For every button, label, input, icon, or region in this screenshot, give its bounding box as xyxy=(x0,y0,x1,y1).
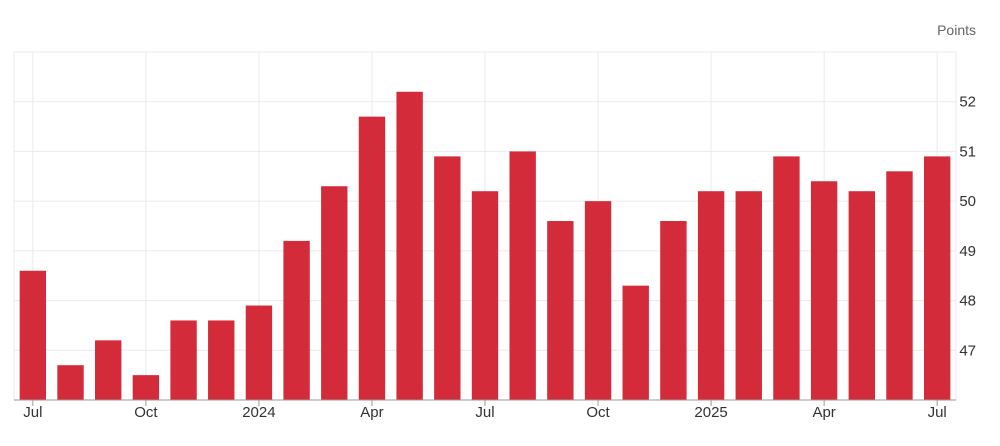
bar-2024-03[interactable] xyxy=(321,186,348,400)
bar-2025-03[interactable] xyxy=(773,156,800,400)
bar-2024-07[interactable] xyxy=(471,191,499,400)
x-tick-label: Oct xyxy=(134,404,158,421)
bar-2025-05[interactable] xyxy=(848,191,875,400)
bar-2024-05[interactable] xyxy=(396,91,423,401)
y-tick-label: 49 xyxy=(959,243,976,260)
x-tick-label: 2024 xyxy=(242,404,275,421)
x-tick-label: Apr xyxy=(360,404,383,421)
bar-2023-07[interactable] xyxy=(19,270,47,400)
y-tick-label: 47 xyxy=(959,342,976,359)
bar-2024-01[interactable] xyxy=(245,305,273,400)
bar-2024-10[interactable] xyxy=(584,201,612,400)
x-axis: Jul Oct 2024 Apr Jul Oct 2025 Apr Jul xyxy=(14,399,956,421)
y-tick-label: 52 xyxy=(959,94,976,111)
bar-2023-08[interactable] xyxy=(57,365,84,400)
y-tick-label: 48 xyxy=(959,293,976,310)
x-tick-label: Apr xyxy=(812,404,835,421)
bars xyxy=(19,91,951,401)
bar-2024-06[interactable] xyxy=(434,156,461,400)
y-axis-unit-label: Points xyxy=(937,22,976,38)
bar-2024-12[interactable] xyxy=(660,221,687,400)
bar-2025-02[interactable] xyxy=(735,191,762,400)
bar-2024-08[interactable] xyxy=(509,151,536,400)
bar-2024-02[interactable] xyxy=(283,240,310,400)
y-axis: 47 48 49 50 51 52 xyxy=(959,94,976,360)
y-tick-label: 51 xyxy=(959,143,976,160)
bar-2025-04[interactable] xyxy=(810,181,838,400)
x-tick-label: Jul xyxy=(928,404,947,421)
x-tick-label: Jul xyxy=(23,404,42,421)
bar-2025-07[interactable] xyxy=(923,156,951,400)
x-tick-label: Oct xyxy=(586,404,610,421)
bar-2025-06[interactable] xyxy=(886,171,913,400)
bar-2023-12[interactable] xyxy=(208,320,235,400)
bar-2023-11[interactable] xyxy=(170,320,197,400)
bar-2024-09[interactable] xyxy=(547,221,574,400)
bar-2025-01[interactable] xyxy=(697,191,725,400)
bar-2024-04[interactable] xyxy=(358,116,386,400)
bar-2023-10[interactable] xyxy=(132,375,160,400)
bar-2024-11[interactable] xyxy=(622,285,649,400)
x-tick-label: Jul xyxy=(475,404,494,421)
bar-2023-09[interactable] xyxy=(95,340,122,400)
y-tick-label: 50 xyxy=(959,193,976,210)
x-tick-label: 2025 xyxy=(694,404,727,421)
